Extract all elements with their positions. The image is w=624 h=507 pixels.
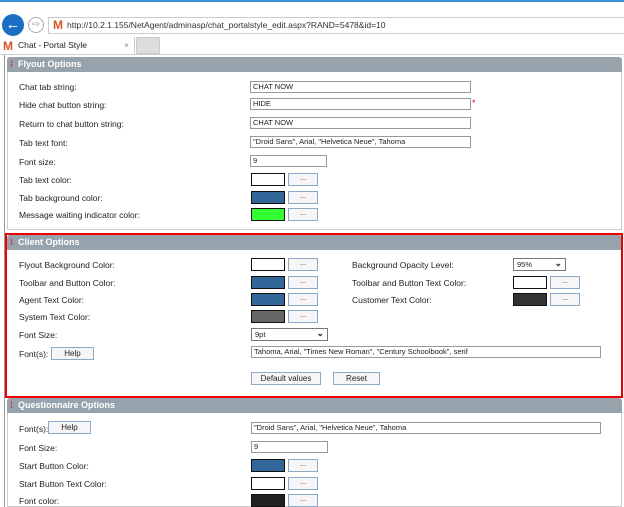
flyout-bg-color-swatch[interactable] [251, 258, 285, 271]
grip-icon: ⁞ [10, 237, 13, 247]
msg-wait-color-picker-button[interactable]: ... [288, 208, 318, 221]
font-color-picker-button[interactable]: ... [288, 494, 318, 507]
section-title: Client Options [18, 237, 80, 247]
font-color-label: Font color: [19, 496, 60, 506]
tab-text-color-swatch[interactable] [251, 173, 285, 186]
msg-wait-color-swatch[interactable] [251, 208, 285, 221]
url-text: http://10.2.1.155/NetAgent/adminasp/chat… [67, 20, 386, 30]
toolbar-color-label: Toolbar and Button Color: [19, 278, 116, 288]
close-tab-icon[interactable]: × [124, 40, 129, 50]
hide-chat-label: Hide chat button string: [19, 100, 107, 110]
selected-value: 95% [517, 260, 533, 269]
agent-text-color-label: Agent Text Color: [19, 295, 85, 305]
start-btn-text-color-picker-button[interactable]: ... [288, 477, 318, 490]
q-font-size-label: Font Size: [19, 443, 58, 453]
required-mark: * [472, 98, 476, 108]
section-title: Questionnaire Options [18, 400, 116, 410]
chevron-down-icon: ⌄ [316, 328, 324, 338]
font-size-label: Font size: [19, 157, 56, 167]
back-button[interactable]: ← [2, 14, 24, 36]
new-tab-button[interactable] [136, 37, 160, 54]
page-border [4, 55, 5, 507]
site-logo-icon: M [53, 18, 63, 32]
tab-font-input[interactable]: "Droid Sans", Arial, "Helvetica Neue", T… [250, 136, 471, 148]
system-text-color-swatch[interactable] [251, 310, 285, 323]
forward-button[interactable]: ⇨ [28, 17, 44, 33]
toolbar-text-color-swatch[interactable] [513, 276, 547, 289]
system-text-color-label: System Text Color: [19, 312, 91, 322]
customer-text-color-label: Customer Text Color: [352, 295, 432, 305]
flyout-options-header: ⁞ Flyout Options [7, 57, 622, 72]
grip-icon: ⁞ [10, 59, 13, 69]
q-fonts-label: Font(s): [19, 424, 49, 434]
agent-text-color-picker-button[interactable]: ... [288, 293, 318, 306]
font-color-swatch[interactable] [251, 494, 285, 507]
start-btn-color-label: Start Button Color: [19, 461, 89, 471]
return-chat-input[interactable]: CHAT NOW [250, 117, 471, 129]
hide-chat-input[interactable]: HIDE [250, 98, 471, 110]
q-font-size-input[interactable]: 9 [251, 441, 328, 453]
start-btn-text-color-swatch[interactable] [251, 477, 285, 490]
client-options-highlight [5, 233, 623, 398]
start-btn-color-picker-button[interactable]: ... [288, 459, 318, 472]
grip-icon: ⁞ [10, 400, 13, 410]
flyout-bg-color-picker-button[interactable]: ... [288, 258, 318, 271]
selected-value: 9pt [255, 330, 266, 339]
q-fonts-input[interactable]: "Droid Sans", Arial, "Helvetica Neue", T… [251, 422, 601, 434]
reset-button[interactable]: Reset [333, 372, 380, 385]
client-font-size-label: Font Size: [19, 330, 58, 340]
toolbar-color-swatch[interactable] [251, 276, 285, 289]
client-options-header: ⁞ Client Options [7, 235, 622, 250]
client-fonts-help-button[interactable]: Help [51, 347, 94, 360]
tab-logo-icon: M [3, 39, 13, 53]
start-btn-color-swatch[interactable] [251, 459, 285, 472]
tab-bg-color-picker-button[interactable]: ... [288, 191, 318, 204]
client-font-size-select[interactable]: 9pt ⌄ [251, 328, 328, 341]
client-fonts-input[interactable]: Tahoma, Arial, "Times New Roman", "Centu… [251, 346, 601, 358]
questionnaire-options-header: ⁞ Questionnaire Options [7, 398, 622, 413]
font-size-input[interactable]: 9 [250, 155, 327, 167]
customer-text-color-picker-button[interactable]: ... [550, 293, 580, 306]
q-fonts-help-button[interactable]: Help [48, 421, 91, 434]
tab-bg-color-label: Tab background color: [19, 193, 103, 203]
flyout-bg-color-label: Flyout Background Color: [19, 260, 115, 270]
tab-bg-color-swatch[interactable] [251, 191, 285, 204]
chat-tab-input[interactable]: CHAT NOW [250, 81, 471, 93]
system-text-color-picker-button[interactable]: ... [288, 310, 318, 323]
toolbar-text-color-picker-button[interactable]: ... [550, 276, 580, 289]
tab-text-color-label: Tab text color: [19, 175, 72, 185]
default-values-button[interactable]: Default values [251, 372, 321, 385]
tab-title: Chat - Portal Style [18, 40, 87, 50]
client-fonts-label: Font(s): [19, 349, 49, 359]
toolbar-text-color-label: Toolbar and Button Text Color: [352, 278, 467, 288]
flyout-options-section [7, 72, 622, 230]
section-title: Flyout Options [18, 59, 82, 69]
browser-tab[interactable]: M Chat - Portal Style × [0, 37, 135, 54]
chevron-down-icon: ⌄ [554, 258, 562, 268]
msg-wait-color-label: Message waiting indicator color: [19, 210, 140, 220]
window-top-border [0, 0, 624, 2]
return-chat-label: Return to chat button string: [19, 119, 124, 129]
toolbar-color-picker-button[interactable]: ... [288, 276, 318, 289]
agent-text-color-swatch[interactable] [251, 293, 285, 306]
start-btn-text-color-label: Start Button Text Color: [19, 479, 107, 489]
tab-divider [0, 54, 624, 55]
tab-font-label: Tab text font: [19, 138, 68, 148]
customer-text-color-swatch[interactable] [513, 293, 547, 306]
chat-tab-label: Chat tab string: [19, 82, 77, 92]
opacity-select[interactable]: 95% ⌄ [513, 258, 566, 271]
tab-text-color-picker-button[interactable]: ... [288, 173, 318, 186]
opacity-label: Background Opacity Level: [352, 260, 454, 270]
